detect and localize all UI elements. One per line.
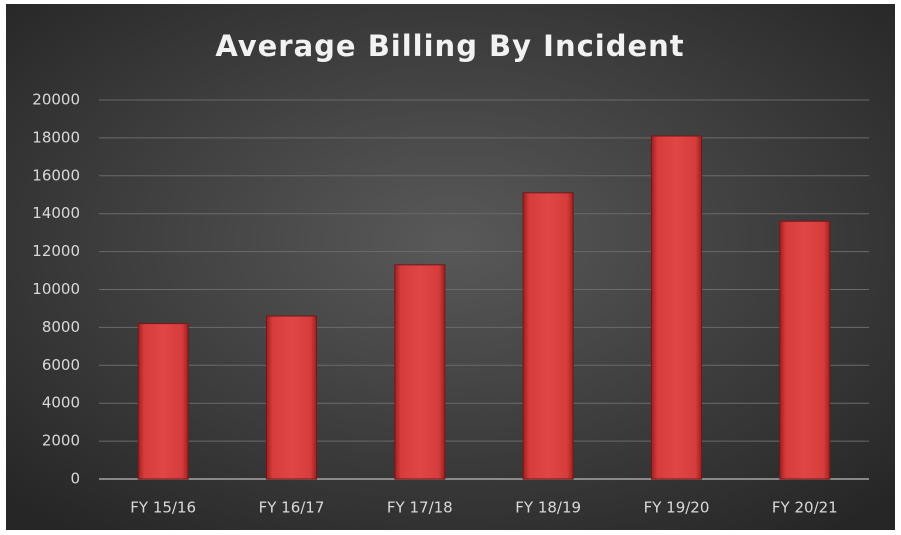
x-tick-label: FY 20/21 xyxy=(772,499,838,517)
y-tick-label: 6000 xyxy=(42,356,80,374)
y-tick-label: 18000 xyxy=(32,128,80,146)
bar xyxy=(137,323,189,480)
x-tick-label: FY 15/16 xyxy=(130,499,196,517)
y-tick-label: 4000 xyxy=(42,394,80,412)
y-tick-label: 20000 xyxy=(32,91,80,109)
y-tick-label: 8000 xyxy=(42,318,80,336)
y-tick-label: 10000 xyxy=(32,280,80,298)
y-tick-label: 14000 xyxy=(32,204,80,222)
x-tick-label: FY 17/18 xyxy=(387,499,453,517)
bar xyxy=(266,315,317,480)
bar xyxy=(651,135,702,480)
y-tick-label: 2000 xyxy=(42,432,80,450)
x-tick-label: FY 19/20 xyxy=(644,499,710,517)
bar xyxy=(522,192,574,480)
x-tick-label: FY 18/19 xyxy=(515,499,581,517)
y-tick-label: 12000 xyxy=(32,242,80,260)
y-tick-label: 16000 xyxy=(32,166,80,184)
y-tick-label: 0 xyxy=(70,470,80,488)
chart-title: Average Billing By Incident xyxy=(215,29,684,63)
x-tick-label: FY 16/17 xyxy=(259,499,325,517)
bar xyxy=(394,264,446,480)
bar xyxy=(779,220,831,480)
